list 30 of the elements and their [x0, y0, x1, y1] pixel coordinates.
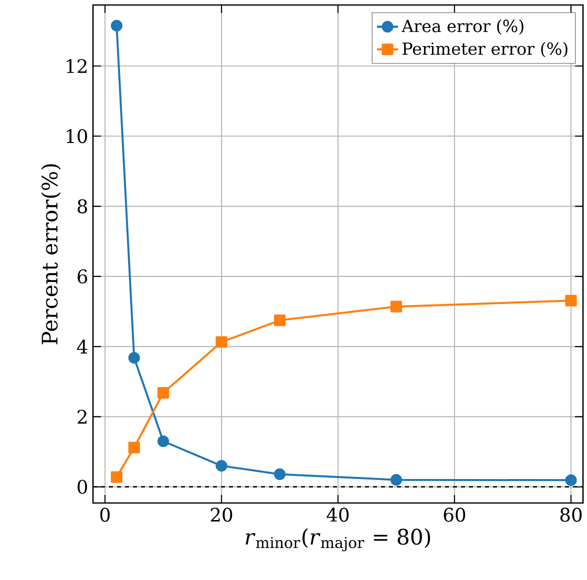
point [110, 20, 122, 32]
y-tick-label: 8 [78, 199, 88, 214]
y-tick-label: 0 [78, 480, 88, 494]
point [274, 468, 286, 480]
y-tick-label: 4 [76, 340, 88, 354]
point [128, 442, 140, 454]
point [274, 314, 286, 326]
point [390, 300, 402, 312]
y-tick-label: 6 [78, 269, 88, 284]
x-tick-label: 0 [100, 508, 110, 522]
point [110, 471, 122, 483]
point [216, 460, 228, 472]
x-tick-label: 60 [444, 508, 466, 522]
x-tick-label: 80 [560, 508, 582, 522]
x-tick-label: 20 [210, 508, 232, 522]
y-tick-label: 12 [66, 59, 86, 73]
legend-label: Area error (%) [402, 19, 524, 35]
point [157, 435, 170, 448]
x-tick-label: 40 [326, 508, 349, 522]
y-tick-label: 10 [66, 129, 88, 144]
point [157, 387, 170, 399]
point [565, 474, 577, 486]
point [128, 352, 140, 364]
x-axis-title: r$_{minor}$(r$_{major}$ = 80) [246, 528, 430, 552]
legend-label: Perimeter error (%) [402, 42, 568, 58]
point [565, 294, 577, 306]
y-axis-title: Percent error(%) [41, 164, 61, 344]
point [216, 336, 228, 348]
point [390, 474, 402, 486]
y-tick-label: 2 [78, 410, 86, 424]
